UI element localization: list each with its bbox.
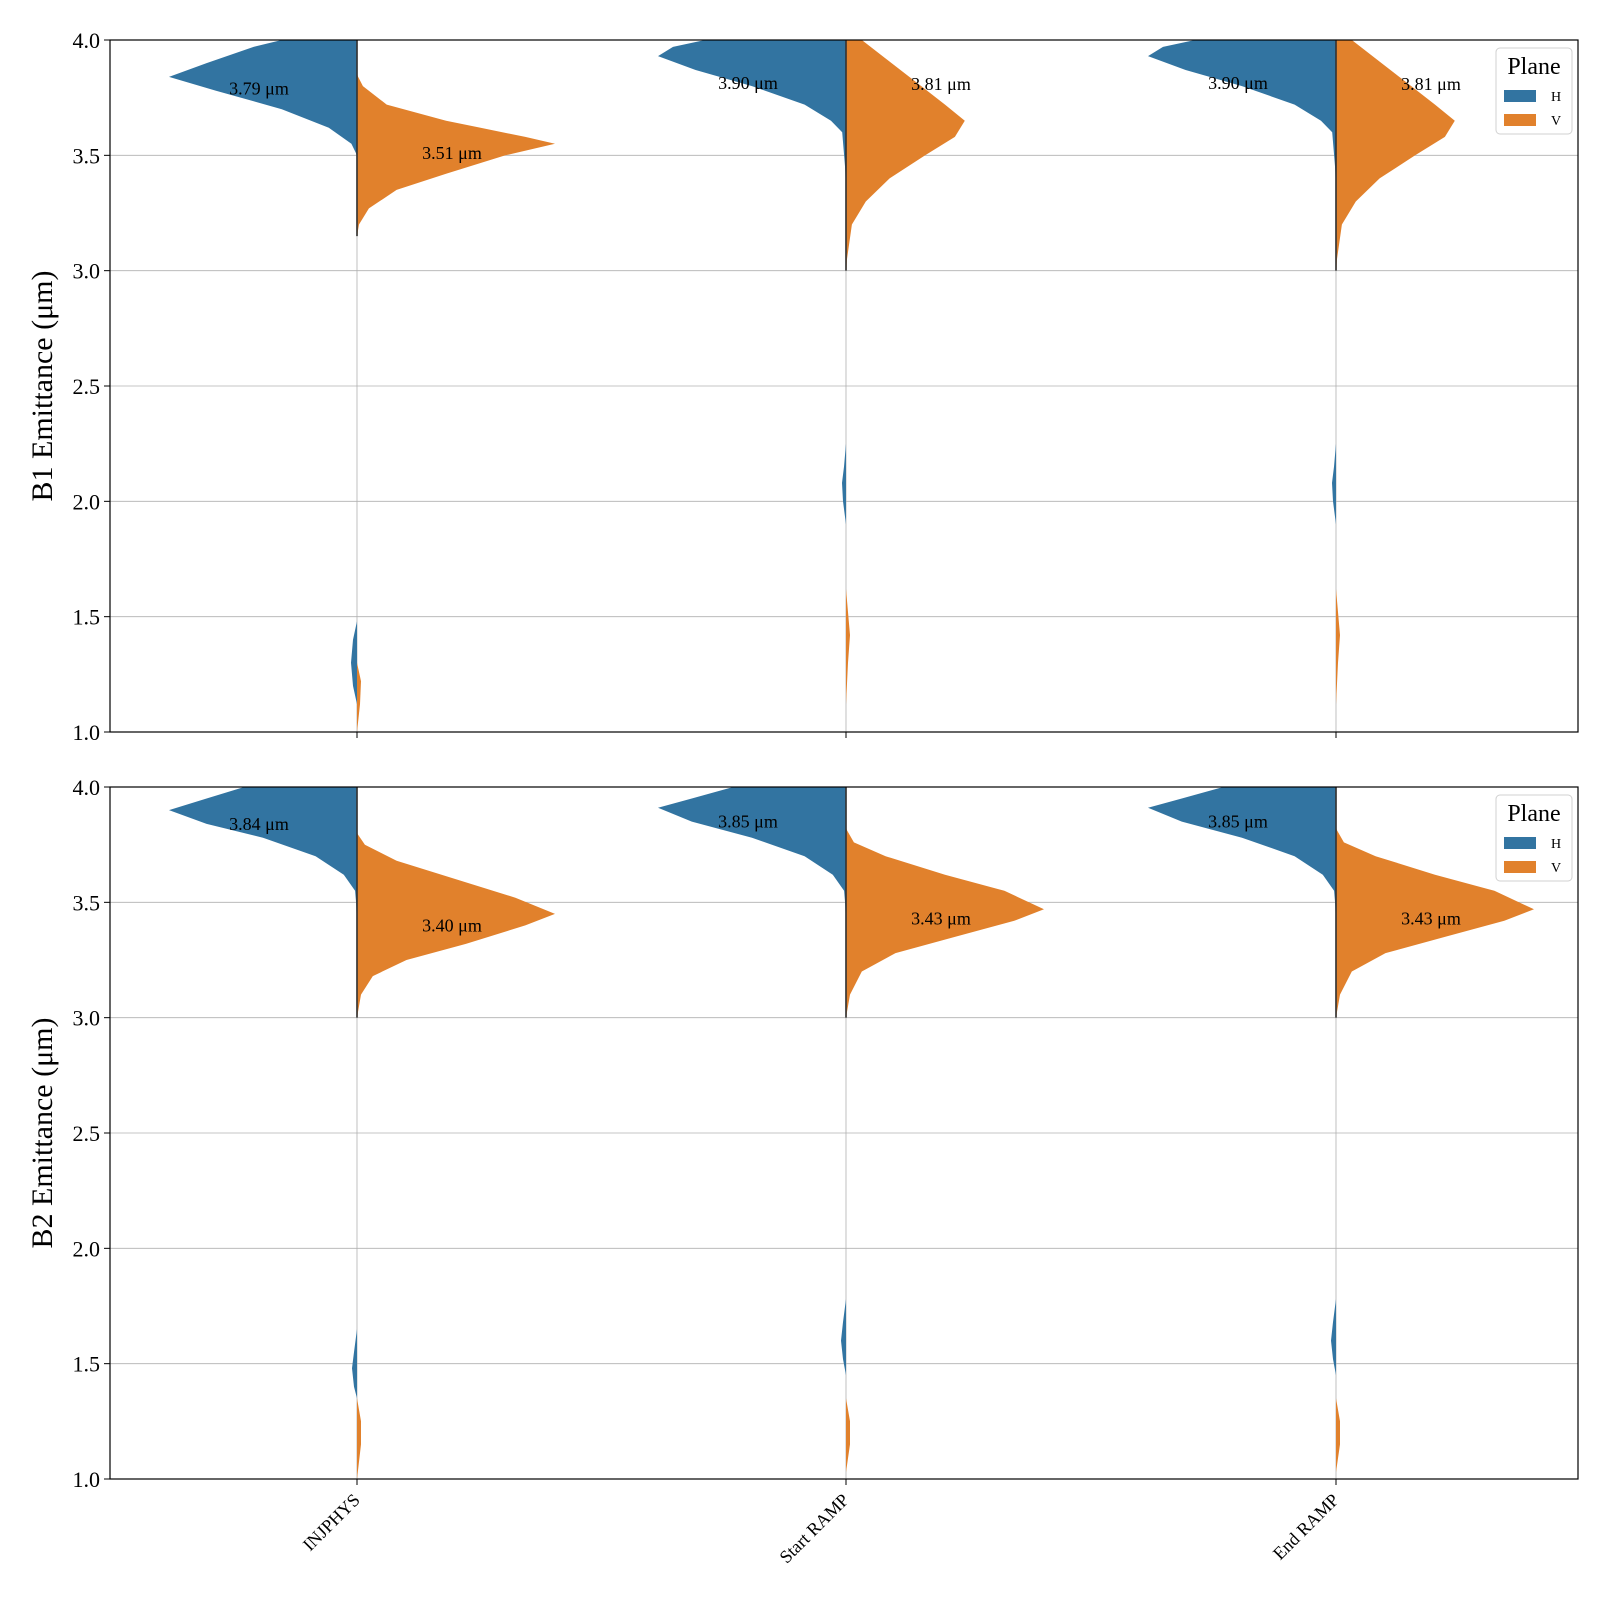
legend-label-h: H	[1551, 90, 1561, 105]
violin-v-1	[846, 40, 965, 271]
violin-h-1	[658, 787, 846, 914]
legend-swatch-v	[1504, 114, 1536, 126]
violin-v-0	[357, 74, 555, 237]
violin-h-0	[169, 40, 357, 156]
violin-v-0	[357, 833, 555, 1018]
violin-v-2	[1336, 828, 1534, 1018]
y-tick-label: 2.5	[73, 1121, 101, 1146]
violin-h-2	[1148, 40, 1336, 179]
y-tick-label: 1.5	[73, 1352, 101, 1377]
legend-label-v: V	[1551, 114, 1561, 129]
median-label-v: 3.81 μm	[911, 74, 971, 94]
median-label-v: 3.51 μm	[422, 143, 482, 163]
panel-top: 1.0 1.5 2.0 2.5 3.0 3.5 4.0 3.79 μm 3.90 μm 3.90 …	[26, 28, 1579, 745]
legend-swatch-h	[1504, 90, 1536, 102]
violin-tail-v-2	[1336, 1398, 1340, 1473]
axes-frame	[109, 39, 1579, 733]
y-tick-label: 4.0	[73, 28, 101, 53]
violin-v-1	[846, 828, 1044, 1018]
violin-v-2	[1336, 40, 1455, 271]
axes-frame	[109, 786, 1579, 1480]
violin-tail-h-0	[351, 621, 357, 705]
median-label-v: 3.43 μm	[1401, 908, 1461, 928]
median-label-h: 3.84 μm	[229, 814, 289, 834]
violin-h-1	[658, 40, 846, 179]
legend-title: Plane	[1507, 54, 1560, 80]
y-tick-label: 3.5	[73, 890, 101, 915]
violin-h-2	[1148, 787, 1336, 914]
y-tick-label: 2.5	[73, 374, 101, 399]
y-tick-label: 1.5	[73, 605, 101, 630]
x-tick-label: End RAMP	[1269, 1490, 1343, 1564]
median-label-h: 3.85 μm	[1208, 812, 1268, 832]
legend-label-h: H	[1551, 837, 1561, 852]
violin-tail-h-2	[1332, 443, 1336, 525]
violin-tail-h-1	[841, 1299, 846, 1376]
y-tick-label: 2.0	[73, 1236, 101, 1261]
y-tick-label: 3.0	[73, 259, 101, 284]
violins	[169, 787, 1534, 1479]
legend-swatch-h	[1504, 837, 1536, 849]
violin-tail-v-0	[357, 662, 361, 732]
y-tick-label: 3.5	[73, 143, 101, 168]
violin-tail-v-1	[846, 588, 850, 705]
y-tick-label: 2.0	[73, 489, 101, 514]
y-axis-title: B2 Emittance (μm)	[26, 1017, 59, 1248]
violins	[169, 40, 1455, 732]
y-tick-label: 4.0	[73, 775, 101, 800]
y-tick-label: 3.0	[73, 1006, 101, 1031]
panel-bottom: 1.0 1.5 2.0 2.5 3.0 3.5 4.0 3.84 μm 3.85 μm 3.85 …	[26, 775, 1579, 1567]
violin-tail-h-1	[842, 443, 846, 525]
median-label-v: 3.43 μm	[911, 908, 971, 928]
violin-tail-v-1	[846, 1398, 850, 1473]
median-label-h: 3.85 μm	[718, 812, 778, 832]
legend-title: Plane	[1507, 801, 1560, 827]
median-label-v: 3.40 μm	[422, 915, 482, 935]
violin-tail-h-0	[352, 1329, 357, 1399]
violin-tail-v-0	[357, 1398, 361, 1479]
y-tick-label: 1.0	[73, 1467, 101, 1492]
x-tick-label: Start RAMP	[775, 1490, 852, 1567]
violin-h-0	[169, 787, 357, 914]
y-tick-label: 1.0	[73, 720, 101, 745]
legend-label-v: V	[1551, 861, 1561, 876]
median-label-h: 3.79 μm	[229, 78, 289, 98]
legend-swatch-v	[1504, 861, 1536, 873]
x-tick-label: INJPHYS	[299, 1490, 364, 1555]
violin-tail-h-2	[1331, 1299, 1336, 1376]
median-label-v: 3.81 μm	[1401, 74, 1461, 94]
median-label-h: 3.90 μm	[718, 73, 778, 93]
violin-tail-v-2	[1336, 588, 1340, 705]
median-label-h: 3.90 μm	[1208, 73, 1268, 93]
y-axis-title: B1 Emittance (μm)	[26, 270, 59, 501]
